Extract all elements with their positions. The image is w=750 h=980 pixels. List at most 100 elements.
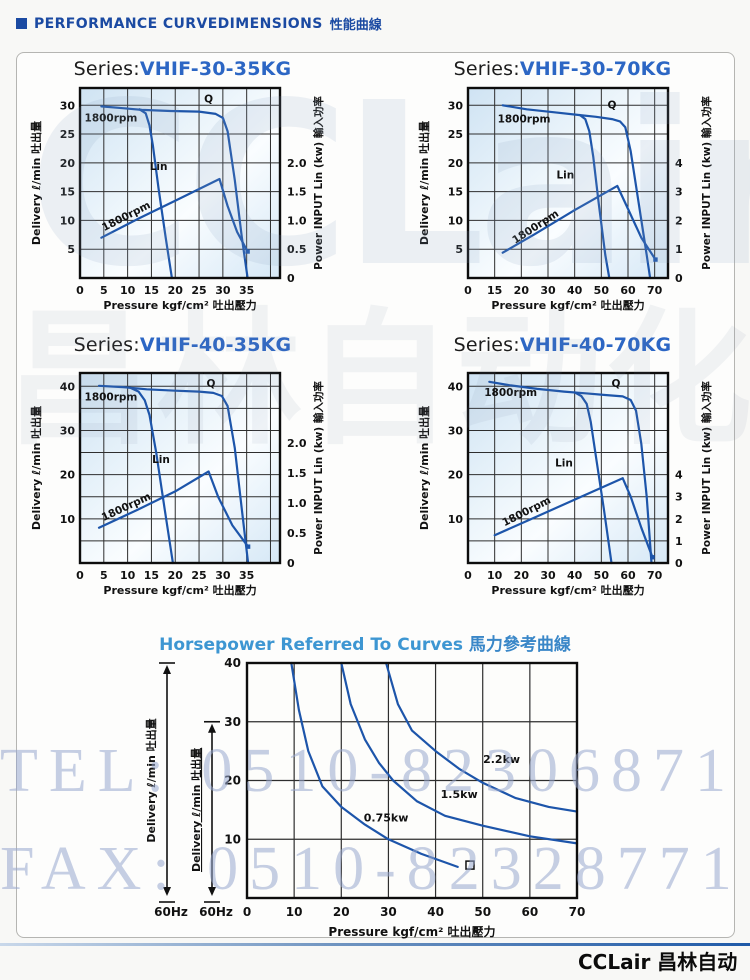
horsepower-chart-title: Horsepower Referred To Curves 馬力參考曲線 [130,630,600,655]
y-right-tick: 0 [287,557,295,570]
delivery-cutoff-curve [573,391,613,565]
x-tick: 0 [76,284,84,297]
x-tick: 30 [380,905,397,919]
plot-border [466,86,670,280]
x-tick: 50 [594,284,610,297]
reference-square-marker [465,860,475,870]
y-left-tick: 25 [448,128,463,141]
y-right-axis-title: Power INPUT Lin (kw) 輸入功率 [700,381,713,555]
delivery-axis-label: Delivery ℓ/min 吐出量 [189,748,203,872]
y-left-tick: 10 [448,513,464,526]
chart-panel-vhif-40-35kg: Series:VHIF-40-35KG 1800rpm Q Lin 1800rpm 10… [10,332,365,602]
power-lin-curve [501,184,657,261]
y-left-tick: 20 [60,157,76,170]
delivery-cutoff-curve [138,108,173,280]
y-left-tick: 30 [448,99,464,112]
curve-label: Q [608,100,617,112]
x-tick: 10 [286,905,303,919]
x-tick: 5 [100,284,108,297]
power-lin-curve-end-dot [650,555,655,560]
x-tick: 25 [191,569,206,582]
x-tick: 70 [647,284,663,297]
y-left-axis-title: Delivery ℓ/min 吐出量 [29,121,43,245]
delivery-q-curve [501,104,652,280]
y-right-tick: 2.0 [287,437,307,450]
x-tick: 0 [243,905,251,919]
x-tick: 10 [120,284,136,297]
x-axis-title: Pressure kgf/cm² 吐出壓力 [491,298,644,312]
y-right-tick: 1 [675,535,683,548]
y-right-tick: 1.0 [287,214,307,227]
y-left-tick: 30 [448,424,464,437]
arrow-up-icon [163,665,171,674]
y-left-tick: 40 [60,380,76,393]
plot-border [466,371,670,565]
y-left-tick: 20 [448,469,464,482]
x-tick: 0 [464,284,472,297]
curve-label: Q [206,378,215,390]
y-left-tick: 10 [60,513,76,526]
x-tick: 35 [239,569,254,582]
x-tick: 50 [594,569,610,582]
y-right-tick: 2 [675,214,683,227]
x-axis-title: Pressure kgf/cm² 吐出壓力 [103,298,256,312]
x-tick: 10 [487,569,503,582]
power-lin-curve-end-dot [245,544,251,549]
x-tick: 60 [620,284,636,297]
page-title: PERFORMANCE CURVEDIMENSIONS [34,15,323,32]
performance-chart-svg: 1800rpmQLin1800rpm1020304000.51.01.52.00… [29,371,325,597]
y-left-tick: 10 [448,214,464,227]
y-left-tick: 20 [448,157,464,170]
x-tick: 15 [144,284,159,297]
y-left-axis-title: Delivery ℓ/min 吐出量 [417,406,431,530]
curve-label: 1800rpm [498,114,551,126]
x-tick: 0 [76,569,84,582]
x-tick: 35 [239,284,254,297]
curve-2.2kw [385,661,579,813]
brand-text: CCLair 昌林自动化 [578,950,738,980]
y-right-tick: 0 [287,272,295,285]
frequency-label: 60Hz [199,905,233,919]
delivery-q-curve [488,380,653,565]
delivery-axis-arrow [159,662,175,903]
x-tick: 40 [567,569,583,582]
delivery-axis-arrow [204,720,220,903]
y-right-axis-title: Power INPUT Lin (kw) 輸入功率 [312,381,325,555]
series-model: VHIF-40-35KG [139,334,292,356]
y-left-tick: 30 [60,424,76,437]
y-left-axis-title: Delivery ℓ/min 吐出量 [29,406,43,530]
y-right-axis-title: Power INPUT Lin (kw) 輸入功率 [312,96,325,270]
delivery-q-curve [100,105,249,280]
y-right-tick: 0 [675,557,683,570]
chart-panel-vhif-30-70kg: Series:VHIF-30-70KG 1800rpm Q Lin 1800rpm 5 1… [390,56,745,326]
header-bullet-icon [16,18,27,29]
x-tick: 20 [168,569,184,582]
y-left-tick: 40 [448,380,464,393]
x-tick: 70 [647,569,663,582]
series-prefix: Series: [73,58,140,80]
curve-label: Q [612,378,621,390]
chart-title: Series:VHIF-30-70KG [390,58,735,80]
y-right-tick: 2 [675,513,683,526]
x-tick: 20 [168,284,184,297]
y-right-tick: 1.5 [287,186,307,199]
x-tick: 40 [567,284,583,297]
x-tick: 30 [540,569,556,582]
y-right-tick: 1.5 [287,467,307,480]
x-tick: 0 [464,569,472,582]
y-left-tick: 10 [60,214,76,227]
y-right-tick: 3 [675,186,683,199]
page-title-cn: 性能曲線 [329,18,382,33]
x-tick: 50 [474,905,491,919]
x-tick: 70 [569,905,586,919]
x-tick: 15 [144,569,159,582]
x-axis-title: Pressure kgf/cm² 吐出壓力 [328,924,495,939]
curve-label: 1.5kw [441,788,478,801]
power-lin-curve [493,477,654,559]
footer-divider [0,943,750,946]
curve-0.75kw [290,661,459,868]
chart-panel-vhif-40-70kg: Series:VHIF-40-70KG 1800rpm Q Lin 1800rpm 10… [390,332,745,602]
y-left-tick: 15 [60,186,75,199]
